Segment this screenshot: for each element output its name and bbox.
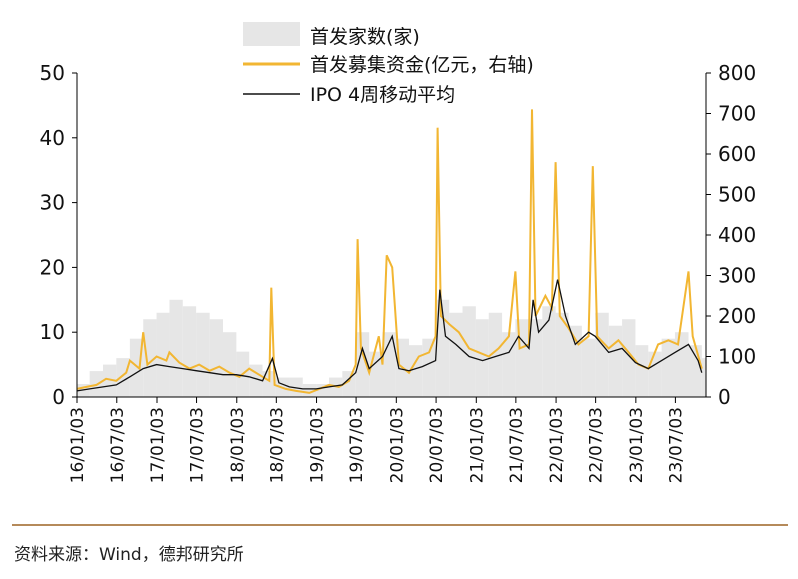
ipo-count-bar: [688, 345, 702, 397]
x-axis-ticks: 16/01/03 16/07/03 17/01/03 17/07/03 18/01/03…: [68, 397, 686, 483]
left-tick-label: 50: [40, 61, 65, 85]
source-note: 资料来源：Wind，德邦研究所: [14, 545, 244, 565]
ipo-count-bar: [156, 312, 170, 397]
ipo-count-bar: [475, 319, 489, 397]
ipo-count-bar: [622, 319, 636, 397]
right-axis-ticks: 0 100 200 300 400 500 600 700 800: [706, 61, 756, 409]
ipo-count-bar: [502, 332, 516, 397]
right-tick-label: 800: [718, 61, 756, 85]
legend-label-funds: 首发募集资金(亿元，右轴): [310, 54, 534, 76]
ipo-count-bar: [581, 338, 596, 397]
x-tick-label: 20/01/03: [387, 407, 407, 483]
x-tick-label: 19/07/03: [347, 407, 367, 483]
ipo-count-bar: [129, 338, 144, 397]
x-tick-label: 21/01/03: [467, 407, 487, 483]
ipo-count-bar: [635, 345, 649, 397]
x-tick-label: 18/07/03: [267, 407, 287, 483]
ipo-count-bar: [701, 358, 706, 397]
x-tick-label: 16/07/03: [108, 407, 128, 483]
right-tick-label: 200: [718, 304, 756, 328]
x-tick-label: 22/01/03: [547, 407, 567, 483]
x-tick-label: 22/07/03: [587, 407, 607, 483]
left-axis-ticks: 0 10 20 30 40 50: [40, 61, 77, 409]
right-tick-label: 300: [718, 264, 756, 288]
left-tick-label: 40: [40, 126, 65, 150]
right-tick-label: 100: [718, 345, 756, 369]
ipo-count-bar: [182, 306, 197, 397]
x-tick-label: 21/07/03: [507, 407, 527, 483]
x-tick-label: 16/01/03: [68, 407, 88, 483]
ipo-count-bar: [648, 351, 662, 397]
ipo-count-bar: [355, 332, 370, 397]
x-tick-label: 23/07/03: [666, 407, 686, 483]
ipo-count-bar: [103, 364, 117, 397]
left-tick-label: 30: [40, 191, 65, 215]
x-tick-label: 19/01/03: [308, 407, 328, 483]
x-tick-label: 18/01/03: [228, 407, 248, 483]
x-tick-label: 17/01/03: [148, 407, 168, 483]
right-tick-label: 500: [718, 183, 756, 207]
right-tick-label: 0: [718, 385, 731, 409]
ipo-count-bar: [528, 319, 543, 397]
ipo-count-bar: [462, 306, 476, 397]
ipo-count-bar: [515, 319, 529, 397]
ipo-count-bar: [422, 338, 436, 397]
ipo-count-bar: [262, 371, 276, 397]
right-tick-label: 700: [718, 102, 756, 126]
ipo-count-bar: [196, 312, 210, 397]
ipo-count-bar: [209, 319, 223, 397]
legend-swatch-bars: [243, 22, 300, 46]
x-tick-label: 20/07/03: [427, 407, 447, 483]
x-tick-label: 23/01/03: [627, 407, 647, 483]
left-tick-label: 10: [40, 320, 65, 344]
ipo-count-bar: [488, 312, 503, 397]
ipo-count-bar: [222, 332, 237, 397]
ma-line: [76, 279, 703, 392]
ipo-count-bar: [661, 338, 675, 397]
legend: 首发家数(家) 首发募集资金(亿元，右轴) IPO 4周移动平均: [243, 22, 534, 106]
x-tick-label: 17/07/03: [188, 407, 208, 483]
ipo-count-bar: [328, 377, 343, 397]
ipo-count-bar: [169, 299, 183, 397]
right-tick-label: 400: [718, 223, 756, 247]
funds-line: [76, 109, 703, 394]
ipo-count-bar: [542, 306, 556, 397]
right-tick-label: 600: [718, 142, 756, 166]
ipo-count-bar: [555, 312, 569, 397]
legend-label-bars: 首发家数(家): [310, 26, 420, 48]
legend-label-ma: IPO 4周移动平均: [310, 84, 455, 106]
ipo-chart: 0 10 20 30 40 50 0 100 200 300 400 500 600 700 800 16…: [40, 22, 756, 483]
ipo-count-bar: [435, 299, 450, 397]
ipo-count-bar: [302, 384, 317, 397]
ipo-count-bar: [116, 358, 130, 397]
ipo-count-bar: [143, 319, 157, 397]
left-tick-label: 0: [52, 385, 65, 409]
ipo-count-bar: [342, 371, 356, 397]
ipo-count-bar: [595, 312, 609, 397]
bars-layer: [77, 299, 706, 397]
ipo-count-bar: [568, 325, 582, 397]
divider-top: [12, 524, 788, 526]
ipo-count-bar: [608, 325, 623, 397]
ipo-count-bar: [249, 364, 263, 397]
left-tick-label: 20: [40, 255, 65, 279]
ipo-count-bar: [674, 332, 689, 397]
